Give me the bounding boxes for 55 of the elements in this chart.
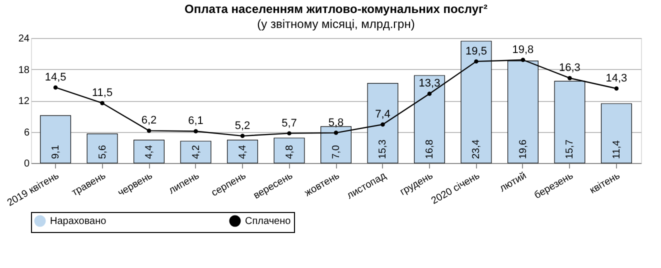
point xyxy=(146,128,152,133)
data-label: 4,4 xyxy=(238,144,249,159)
data-label: 4,8 xyxy=(284,144,296,159)
data-label: 5,7 xyxy=(282,117,297,130)
data-label: 7,4 xyxy=(375,108,390,120)
point xyxy=(240,134,245,138)
data-label: 19,5 xyxy=(466,45,487,58)
y-tick-label: 18 xyxy=(18,64,30,76)
data-label: 11,5 xyxy=(92,87,113,100)
data-label: 6,1 xyxy=(188,115,204,128)
bar xyxy=(600,103,632,164)
bar xyxy=(40,115,72,164)
y-tick-label: 24 xyxy=(18,34,30,44)
bar xyxy=(180,140,212,164)
data-label: 14,5 xyxy=(44,71,66,84)
point xyxy=(474,59,478,64)
bar xyxy=(86,134,118,164)
data-label: 13,3 xyxy=(418,78,440,90)
data-label: 6,2 xyxy=(141,114,157,127)
point xyxy=(194,129,198,134)
y-tick-label: 12 xyxy=(18,96,30,107)
point xyxy=(100,100,104,106)
data-label: 9,1 xyxy=(50,144,62,159)
point xyxy=(568,76,572,80)
bar xyxy=(274,138,305,164)
data-label: 15,7 xyxy=(564,139,576,159)
point xyxy=(427,92,432,96)
bar xyxy=(134,140,165,164)
data-label: 4,4 xyxy=(144,144,156,159)
data-label: 15,3 xyxy=(378,139,389,159)
data-label: 5,6 xyxy=(97,144,108,159)
chart-title: Оплата населенням житлово-комунальних послуг² xyxy=(184,2,488,16)
data-label: 16,3 xyxy=(559,62,580,74)
data-label: 7,0 xyxy=(331,144,342,159)
data-label: 19,8 xyxy=(512,44,534,56)
legend-label: Сплачено xyxy=(245,216,292,227)
point xyxy=(287,131,292,136)
bar xyxy=(227,140,258,164)
data-label: 5,2 xyxy=(234,120,250,132)
point xyxy=(614,86,619,91)
data-label: 23,4 xyxy=(471,139,482,159)
data-label: 14,3 xyxy=(606,72,628,85)
chart-subtitle: (у звітному місяці, млрд.грн) xyxy=(257,17,415,31)
data-label: 4,2 xyxy=(190,144,202,159)
legend-label: Нараховано xyxy=(50,216,107,227)
point xyxy=(380,122,385,127)
y-tick-label: 6 xyxy=(24,127,30,138)
point xyxy=(334,130,338,135)
point xyxy=(520,58,526,62)
point xyxy=(53,85,58,90)
data-label: 11,4 xyxy=(611,140,622,159)
data-label: 16,8 xyxy=(424,139,436,159)
data-label: 5,8 xyxy=(328,116,344,129)
data-label: 19,6 xyxy=(518,139,529,159)
y-tick-label: 0 xyxy=(24,158,30,170)
